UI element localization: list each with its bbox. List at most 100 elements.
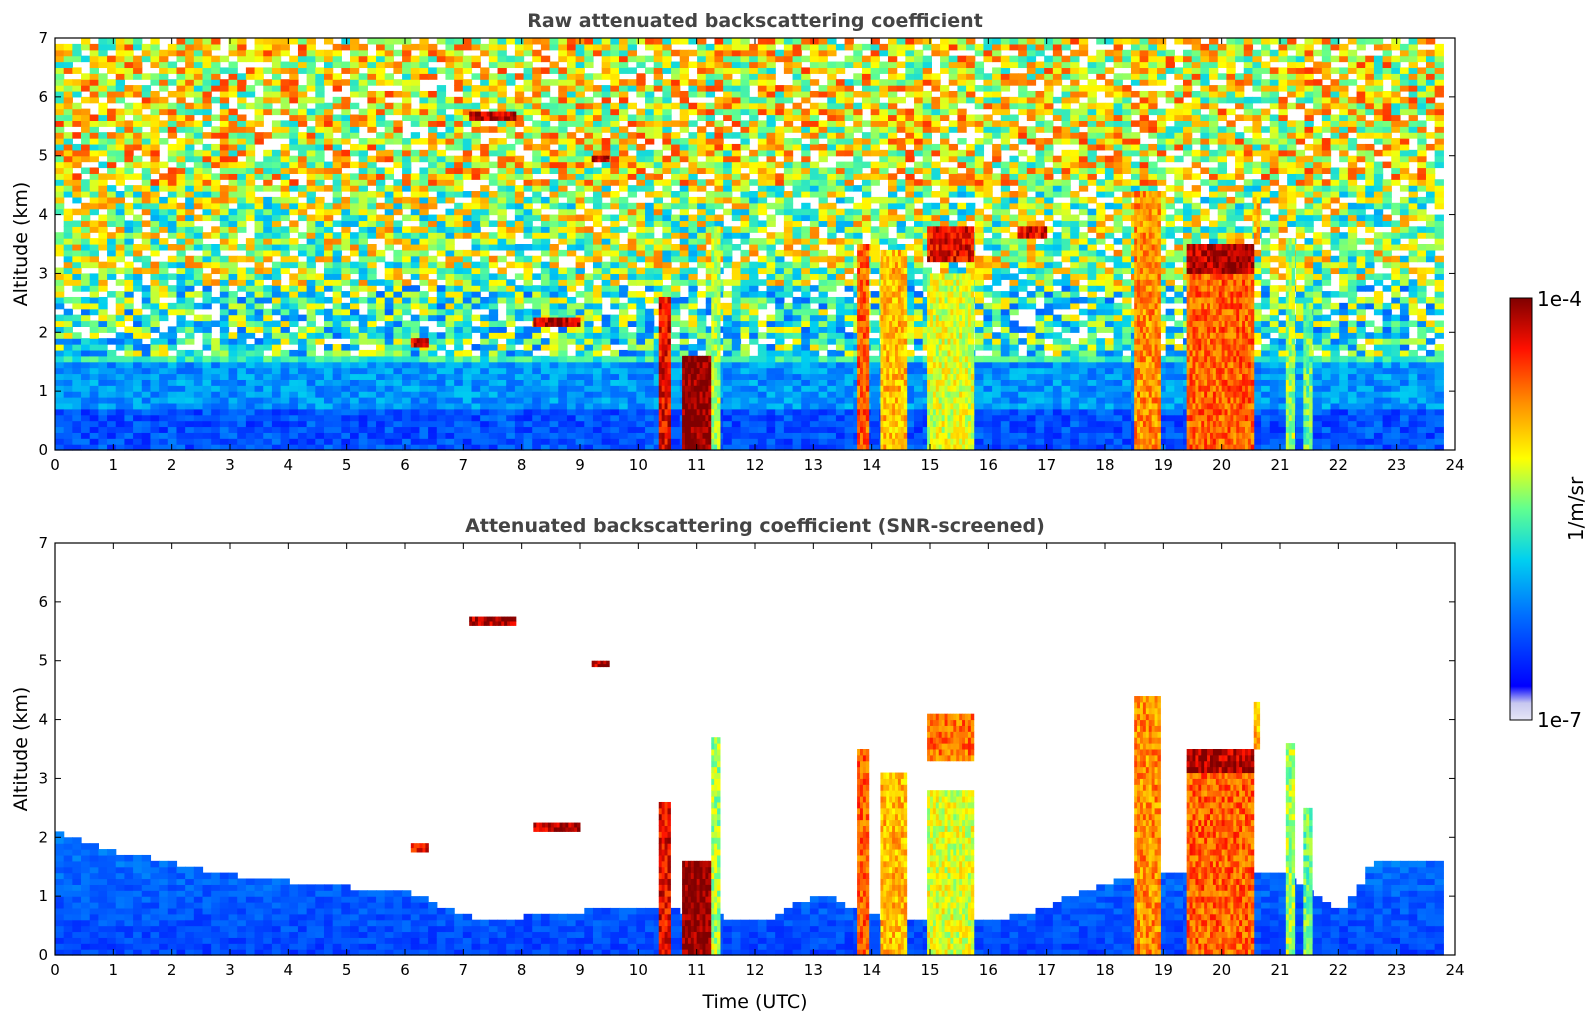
top-x-tick-label: 18 <box>1095 456 1114 474</box>
top-feature-17 <box>1017 226 1048 239</box>
bottom-x-tick-label: 10 <box>629 961 648 979</box>
bottom-x-tick-label: 20 <box>1212 961 1231 979</box>
top-feature-5 <box>927 273 975 451</box>
top-x-tick-label: 2 <box>167 456 177 474</box>
top-feature-11 <box>1285 238 1296 451</box>
top-x-tick-label: 12 <box>745 456 764 474</box>
bottom-feature-8 <box>1186 760 1255 956</box>
bottom-x-tick-label: 15 <box>920 961 939 979</box>
bottom-y-tick-label: 5 <box>38 652 48 670</box>
bottom-x-tick-label: 9 <box>575 961 585 979</box>
bottom-feature-12 <box>1303 807 1313 956</box>
top-y-tick-label: 0 <box>38 441 48 459</box>
top-y-tick-label: 3 <box>38 264 48 282</box>
bottom-feature-7 <box>1134 696 1161 956</box>
top-x-tick-label: 6 <box>400 456 410 474</box>
bottom-x-tick-label: 18 <box>1095 961 1114 979</box>
top-x-tick-label: 13 <box>804 456 823 474</box>
top-feature-1 <box>682 355 712 451</box>
top-feature-2 <box>711 226 721 451</box>
top-x-tick-label: 5 <box>342 456 352 474</box>
top-x-tick-label: 17 <box>1037 456 1056 474</box>
bottom-x-tick-label: 17 <box>1037 961 1056 979</box>
bottom-x-tick-label: 12 <box>745 961 764 979</box>
snr-screened-panel: Attenuated backscattering coefficient (S… <box>10 515 1465 1013</box>
bottom-x-tick-label: 2 <box>167 961 177 979</box>
top-feature-6 <box>927 226 975 263</box>
bottom-feature-9 <box>1186 749 1255 774</box>
bottom-y-tick-label: 2 <box>38 828 48 846</box>
bottom-x-tick-label: 23 <box>1387 961 1406 979</box>
bottom-x-tick-label: 14 <box>862 961 881 979</box>
bottom-feature-13 <box>469 616 517 626</box>
bottom-y-tick-label: 6 <box>38 593 48 611</box>
bottom-y-tick-label: 7 <box>38 534 48 552</box>
raw-backscatter-panel: Raw attenuated backscattering coefficien… <box>10 10 1465 474</box>
bottom-x-tick-label: 24 <box>1445 961 1464 979</box>
bottom-feature-4 <box>880 772 908 956</box>
bottom-feature-5 <box>927 790 975 956</box>
top-feature-10 <box>1253 196 1261 245</box>
bottom-x-tick-label: 4 <box>284 961 294 979</box>
colorbar: 1e-4 1e-7 1/m/sr <box>1509 287 1588 732</box>
bottom-feature-0 <box>658 801 671 956</box>
top-x-tick-label: 15 <box>920 456 939 474</box>
bottom-x-tick-label: 8 <box>517 961 527 979</box>
top-x-tick-label: 9 <box>575 456 585 474</box>
top-y-axis-label: Altitude (km) <box>10 182 32 307</box>
bottom-y-axis: 0 1 2 3 4 5 6 7 <box>38 534 1455 964</box>
top-y-tick-label: 2 <box>38 323 48 341</box>
bottom-x-tick-label: 5 <box>342 961 352 979</box>
top-x-tick-label: 10 <box>629 456 648 474</box>
colorbar-max-label: 1e-4 <box>1537 287 1582 311</box>
top-x-axis: 0 1 2 3 4 5 6 7 8 9 10 11 12 13 14 15 16 17 18 19 20 21 22 23 24 <box>50 38 1465 474</box>
bottom-y-tick-label: 0 <box>38 946 48 964</box>
colorbar-min-label: 1e-7 <box>1537 708 1582 732</box>
top-feature-9 <box>1186 244 1255 274</box>
top-feature-13 <box>469 111 517 121</box>
top-x-tick-label: 11 <box>687 456 706 474</box>
top-x-tick-label: 8 <box>517 456 527 474</box>
top-x-tick-label: 3 <box>225 456 235 474</box>
bottom-background-cells <box>55 831 1444 956</box>
top-feature-12 <box>1303 302 1313 451</box>
colorbar-gradient <box>1509 297 1533 721</box>
bottom-feature-3 <box>857 749 870 956</box>
bottom-x-tick-label: 13 <box>804 961 823 979</box>
bottom-feature-10 <box>1253 701 1261 750</box>
bottom-y-tick-label: 4 <box>38 711 48 729</box>
top-x-tick-label: 19 <box>1154 456 1173 474</box>
bottom-panel-title: Attenuated backscattering coefficient (S… <box>465 515 1045 537</box>
top-feature-7 <box>1134 191 1161 451</box>
raw-backscatter-heatmap <box>55 38 1455 451</box>
top-feature-0 <box>658 296 671 451</box>
bottom-feature-2 <box>711 737 721 956</box>
bottom-x-tick-label: 0 <box>50 961 60 979</box>
top-feature-14 <box>591 155 610 163</box>
top-x-tick-label: 24 <box>1445 456 1464 474</box>
bottom-x-tick-label: 11 <box>687 961 706 979</box>
bottom-x-axis: 0 1 2 3 4 5 6 7 8 9 10 11 12 13 14 15 16 17 18 19 20 21 22 23 24 <box>50 543 1465 979</box>
top-x-tick-label: 21 <box>1270 456 1289 474</box>
bottom-feature-6 <box>927 713 975 762</box>
top-feature-15 <box>533 317 581 327</box>
bottom-y-tick-label: 3 <box>38 769 48 787</box>
bottom-feature-14 <box>591 660 610 668</box>
top-x-tick-label: 4 <box>284 456 294 474</box>
colorbar-unit-label: 1/m/sr <box>1564 476 1588 541</box>
top-feature-16 <box>410 338 429 348</box>
top-y-tick-label: 4 <box>38 206 48 224</box>
top-y-tick-label: 1 <box>38 382 48 400</box>
top-y-tick-label: 7 <box>38 29 48 47</box>
bottom-x-tick-label: 1 <box>109 961 119 979</box>
top-x-tick-label: 1 <box>109 456 119 474</box>
top-x-tick-label: 14 <box>862 456 881 474</box>
top-x-tick-label: 22 <box>1329 456 1348 474</box>
snr-screened-heatmap <box>55 543 1455 956</box>
x-axis-label: Time (UTC) <box>701 991 807 1013</box>
top-y-axis: 0 1 2 3 4 5 6 7 <box>38 29 1455 459</box>
top-x-tick-label: 0 <box>50 456 60 474</box>
bottom-x-tick-label: 7 <box>459 961 469 979</box>
bottom-y-tick-label: 1 <box>38 887 48 905</box>
